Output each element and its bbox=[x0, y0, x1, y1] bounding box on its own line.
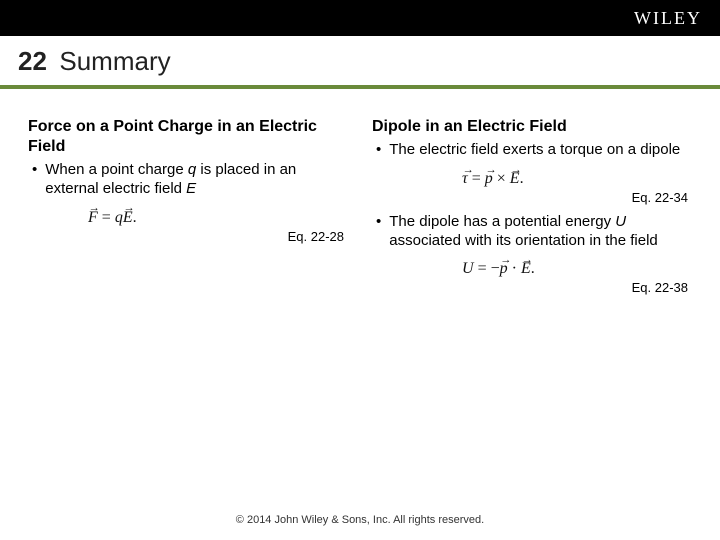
right-heading: Dipole in an Electric Field bbox=[372, 117, 692, 137]
equation-label-2: Eq. 22-34 bbox=[372, 190, 692, 205]
top-bar: WILEY bbox=[0, 0, 720, 36]
right-bullet-2-text: The dipole has a potential energy U asso… bbox=[389, 213, 692, 251]
var-E: E bbox=[186, 180, 196, 197]
var-U: U bbox=[615, 213, 626, 230]
equation-label-3: Eq. 22-38 bbox=[372, 280, 692, 295]
equation-torque: τ = p × E. bbox=[462, 170, 524, 188]
content-area: Force on a Point Charge in an Electric F… bbox=[0, 89, 720, 299]
right-bullet-1-text: The electric field exerts a torque on a … bbox=[389, 141, 680, 160]
equation-potential-energy: U = −p · E. bbox=[462, 260, 535, 278]
left-column: Force on a Point Charge in an Electric F… bbox=[28, 117, 348, 299]
right-bullet-1: • The electric field exerts a torque on … bbox=[376, 141, 692, 160]
bullet-icon: • bbox=[376, 213, 381, 251]
title-bar: 22 Summary bbox=[0, 36, 720, 89]
left-bullet-1: • When a point charge q is placed in an … bbox=[32, 161, 348, 199]
text-fragment: When a point charge bbox=[45, 161, 188, 178]
bullet-icon: • bbox=[376, 141, 381, 160]
left-bullet-1-text: When a point charge q is placed in an ex… bbox=[45, 161, 348, 199]
equation-label-1: Eq. 22-28 bbox=[28, 229, 348, 244]
chapter-number: 22 bbox=[18, 46, 47, 76]
bullet-icon: • bbox=[32, 161, 37, 199]
chapter-title: Summary bbox=[59, 46, 170, 76]
equation-force: F = qE. bbox=[88, 209, 137, 227]
equation-block-3: U = −p · E. Eq. 22-38 bbox=[372, 260, 692, 295]
equation-block-2: τ = p × E. Eq. 22-34 bbox=[372, 170, 692, 205]
var-q: q bbox=[188, 161, 196, 178]
right-bullet-2: • The dipole has a potential energy U as… bbox=[376, 213, 692, 251]
text-fragment: The dipole has a potential energy bbox=[389, 213, 615, 230]
left-heading: Force on a Point Charge in an Electric F… bbox=[28, 117, 348, 157]
right-column: Dipole in an Electric Field • The electr… bbox=[372, 117, 692, 299]
equation-block-1: F = qE. Eq. 22-28 bbox=[28, 209, 348, 244]
brand-logo: WILEY bbox=[634, 8, 702, 29]
text-fragment: associated with its orientation in the f… bbox=[389, 232, 657, 249]
copyright-footer: © 2014 John Wiley & Sons, Inc. All right… bbox=[0, 514, 720, 526]
